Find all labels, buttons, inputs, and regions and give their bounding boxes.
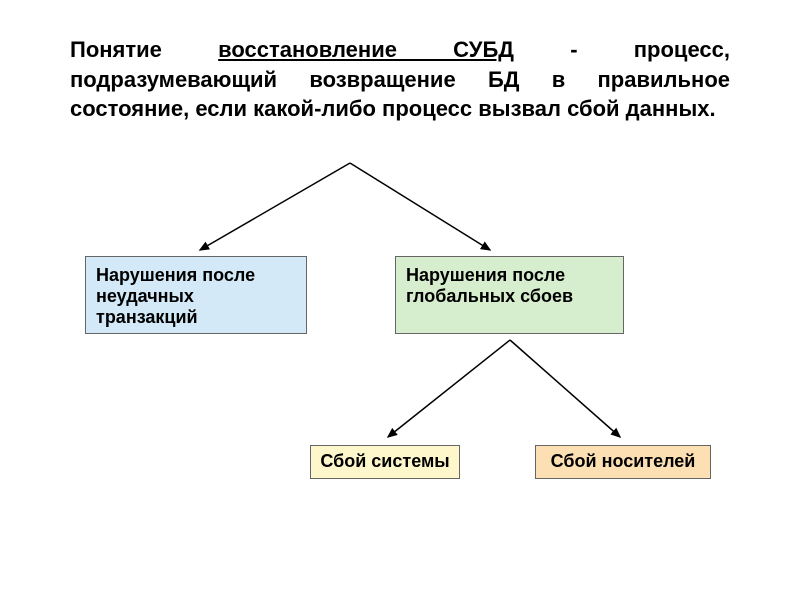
heading-paragraph: Понятие восстановление СУБД - процесс, п…: [70, 35, 730, 124]
node-global: Нарушения после глобальных сбоев: [395, 256, 624, 334]
arrow: [388, 340, 510, 437]
arrow: [350, 163, 490, 250]
arrow: [510, 340, 620, 437]
node-media: Сбой носителей: [535, 445, 711, 479]
heading-prefix: Понятие: [70, 37, 218, 62]
heading-underlined: восстановление СУБД: [218, 37, 514, 62]
node-transactions: Нарушения после неудачных транзакций: [85, 256, 307, 334]
arrow: [200, 163, 350, 250]
node-system: Сбой системы: [310, 445, 460, 479]
